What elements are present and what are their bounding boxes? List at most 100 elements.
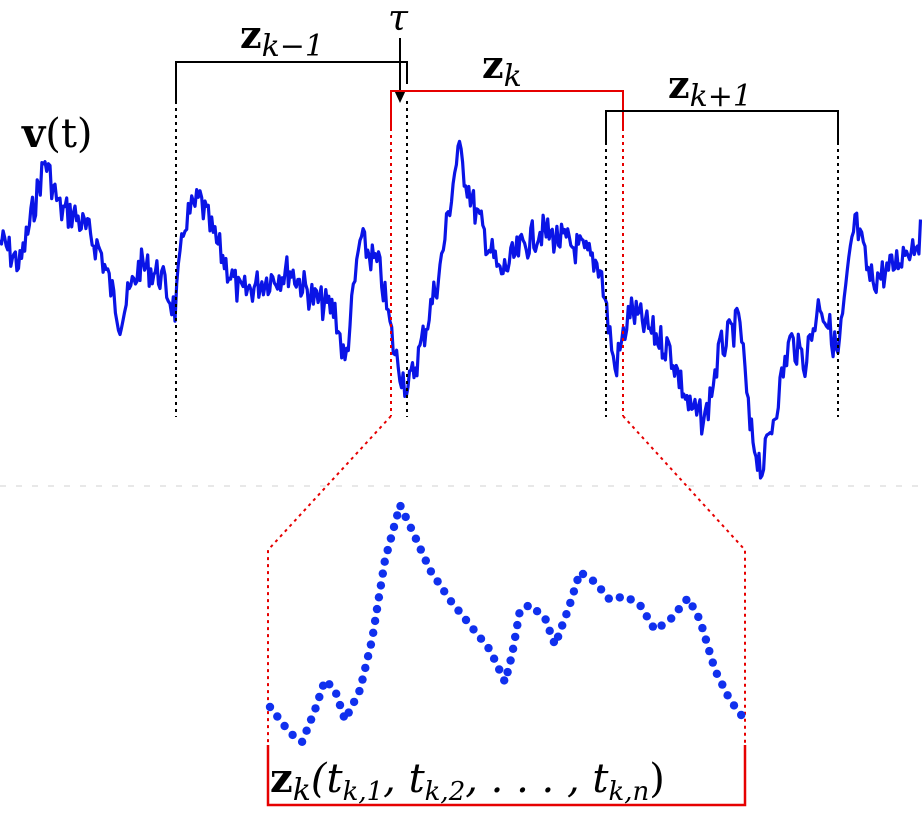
zoom-sample-dot bbox=[369, 628, 378, 637]
zoom-sample-dot bbox=[705, 646, 714, 656]
zoom-sample-dot bbox=[306, 715, 316, 724]
zoom-sample-dot bbox=[566, 598, 575, 608]
zoom-sample-dot bbox=[712, 669, 722, 678]
zoom-sample-dot bbox=[325, 680, 334, 689]
zoom-sample-dot bbox=[541, 615, 550, 624]
window-current-label: zk bbox=[482, 42, 522, 94]
zoom-sample-dot bbox=[674, 605, 683, 614]
signal-trace bbox=[0, 139, 922, 480]
zoom-sample-dot bbox=[372, 604, 382, 614]
zoom-sample-dot bbox=[469, 625, 478, 634]
shift-label: τ bbox=[388, 0, 409, 39]
zoom-sample-dot bbox=[657, 621, 666, 630]
zoom-sample-dot bbox=[596, 585, 606, 594]
zoom-sample-dot bbox=[440, 587, 449, 596]
zoom-sample-dot bbox=[311, 704, 320, 713]
zoom-sample-dot bbox=[545, 626, 554, 635]
zoom-sample-dot bbox=[515, 609, 524, 618]
zoom-sample-dot bbox=[694, 612, 703, 622]
zoom-sample-dot bbox=[553, 632, 563, 641]
zoom-sample-dot bbox=[383, 545, 392, 555]
zoom-sample-dot bbox=[358, 675, 367, 684]
zoom-connectors bbox=[267, 415, 746, 805]
zoom-sample-dot bbox=[361, 663, 370, 673]
zoom-sample-dot bbox=[454, 606, 463, 615]
zoom-sample-dot bbox=[737, 710, 746, 720]
window-next-bracket bbox=[605, 110, 839, 417]
zoom-sample-dot bbox=[386, 534, 396, 543]
zoom-sample-dot bbox=[288, 730, 297, 740]
zoom-samples bbox=[265, 501, 746, 746]
zoom-sample-dot bbox=[380, 557, 389, 566]
zoom-sample-dot bbox=[495, 665, 504, 674]
zoom-sample-dot bbox=[500, 676, 509, 685]
zoom-sample-dot bbox=[503, 667, 512, 677]
zoom-sample-dot bbox=[642, 612, 651, 621]
zoom-sample-dot bbox=[446, 597, 456, 606]
zoom-sample-dot bbox=[376, 581, 386, 590]
zoom-sample-dot bbox=[332, 689, 341, 698]
zoom-sample-dot bbox=[344, 708, 353, 717]
zoom-sample-dot bbox=[626, 595, 635, 604]
zoom-sample-dot bbox=[401, 512, 410, 522]
zoom-sample-dot bbox=[667, 614, 676, 623]
zoom-sample-dot bbox=[366, 640, 376, 649]
zoom-sample-dot bbox=[573, 575, 582, 585]
zoom-sample-dot bbox=[729, 701, 739, 710]
zoom-sample-dot bbox=[416, 545, 425, 554]
zoom-sample-dot bbox=[558, 621, 567, 630]
zoom-sample-dot bbox=[718, 680, 727, 689]
zoom-sample-dot bbox=[682, 595, 691, 605]
zoom-sample-dot bbox=[569, 587, 579, 596]
zoom-sample-dot bbox=[636, 601, 645, 611]
zoom-sample-dot bbox=[648, 622, 658, 631]
window-prev-bracket bbox=[175, 61, 408, 417]
window-current-bracket bbox=[390, 90, 624, 416]
zoom-sample-dot bbox=[406, 523, 416, 532]
zoom-sample-dot bbox=[315, 692, 324, 702]
signal-label: v(t) bbox=[21, 110, 93, 157]
zoom-sample-dot bbox=[461, 615, 471, 625]
zoom-sample-dot bbox=[363, 652, 373, 661]
zoom-sample-dot bbox=[349, 697, 359, 707]
zoom-sample-dot bbox=[411, 534, 421, 543]
zoom-sample-dot bbox=[523, 601, 532, 611]
zoom-sample-dot bbox=[393, 511, 402, 520]
zoom-box-frame bbox=[266, 745, 747, 807]
zoom-sample-dot bbox=[562, 610, 571, 619]
zoom-sample-dot bbox=[532, 607, 542, 616]
zoom-sample-dot bbox=[511, 632, 520, 642]
zoom-sample-dot bbox=[389, 522, 399, 532]
window-next-label: zk+1 bbox=[668, 62, 752, 114]
zoom-sample-dot bbox=[280, 721, 289, 731]
zoom-sample-dot bbox=[265, 702, 275, 712]
zoom-sample-dot bbox=[698, 623, 707, 633]
zoom-sample-dot bbox=[701, 635, 711, 644]
zoom-sample-dot bbox=[506, 656, 515, 665]
zoom-label: zk(tk,1, tk,2, . . . , tk,n) bbox=[270, 755, 665, 808]
zoom-sample-dot bbox=[484, 643, 493, 653]
zoom-sample-dot bbox=[604, 594, 613, 603]
zoom-sample-dot bbox=[578, 569, 588, 579]
zoom-sample-dot bbox=[335, 700, 345, 710]
zoom-sample-dot bbox=[273, 712, 282, 721]
zoom-sample-dot bbox=[708, 658, 717, 667]
zoom-sample-dot bbox=[378, 569, 387, 578]
zoom-sample-dot bbox=[723, 691, 732, 700]
zoom-sample-dot bbox=[508, 644, 518, 653]
zoom-sample-dot bbox=[297, 737, 307, 746]
zoom-sample-dot bbox=[489, 654, 499, 663]
zoom-sample-dot bbox=[396, 501, 405, 511]
zoom-sample-dot bbox=[421, 556, 430, 565]
zoom-sample-dot bbox=[426, 567, 436, 576]
zoom-sample-dot bbox=[374, 593, 384, 602]
window-prev-label: zk−1 bbox=[240, 12, 324, 64]
zoom-sample-dot bbox=[615, 593, 624, 602]
zoom-sample-dot bbox=[476, 634, 486, 643]
zoom-sample-dot bbox=[433, 577, 442, 586]
zoom-sample-dot bbox=[302, 726, 311, 735]
zoom-sample-dot bbox=[688, 602, 697, 611]
shift-arrow-head bbox=[394, 90, 406, 103]
zoom-sample-dot bbox=[513, 620, 522, 630]
